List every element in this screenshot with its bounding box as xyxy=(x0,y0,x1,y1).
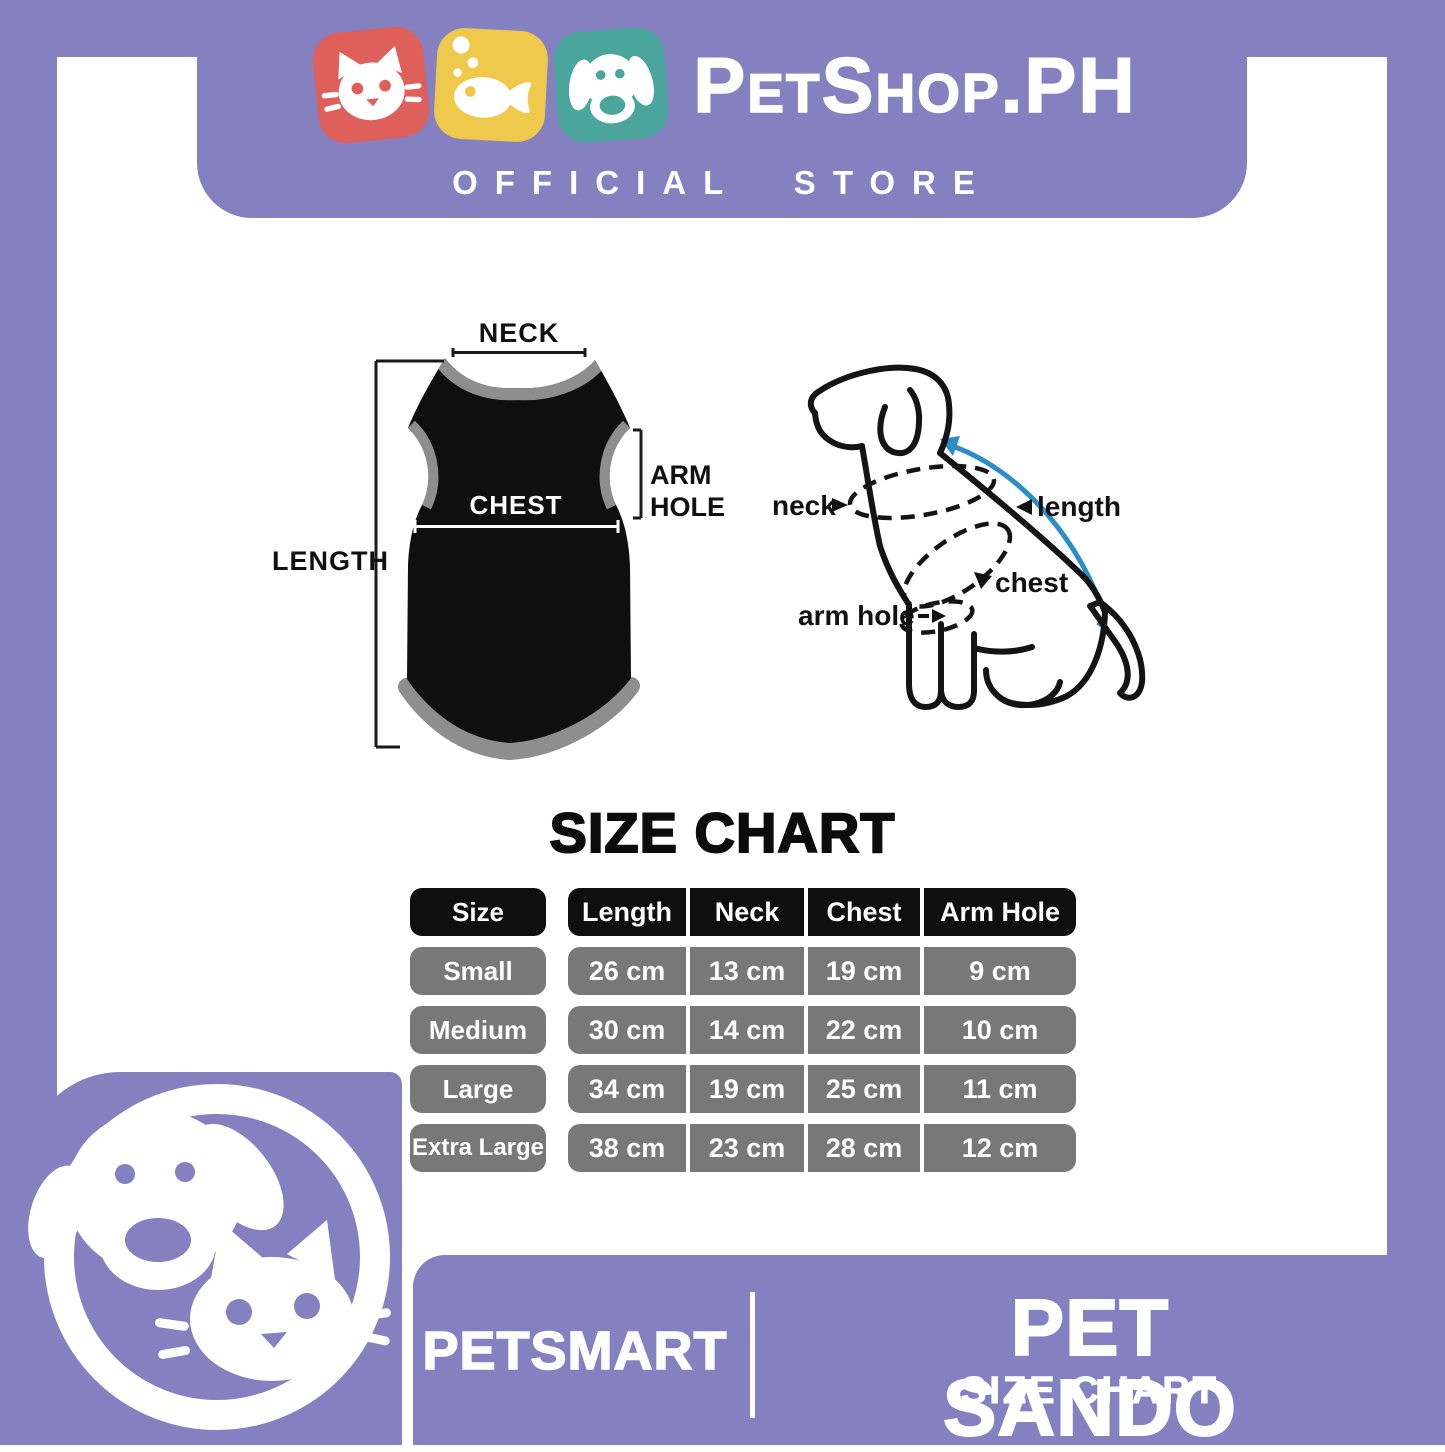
logo-cat-head xyxy=(155,1220,391,1381)
footer-divider xyxy=(750,1292,755,1418)
sando-length-label: LENGTH xyxy=(272,546,389,576)
table-cell: 14 cm xyxy=(690,1006,804,1054)
table-row: Extra Large 38 cm 23 cm 28 cm 12 cm xyxy=(410,1124,1076,1172)
col-header-arm-hole: Arm Hole xyxy=(924,888,1076,936)
dog-length-label: length xyxy=(1037,491,1121,522)
cat-icon xyxy=(313,26,430,144)
footer-brand: PETSMART xyxy=(422,1320,728,1382)
table-cell: 26 cm xyxy=(568,947,686,995)
logo-dog-head xyxy=(28,1110,284,1290)
sando-hole-label: HOLE xyxy=(650,492,725,522)
col-header-length: Length xyxy=(568,888,686,936)
table-cell: 12 cm xyxy=(924,1124,1076,1172)
table-cell: 30 cm xyxy=(568,1006,686,1054)
table-cell: 9 cm xyxy=(924,947,1076,995)
footer-product-title: PET SANDO xyxy=(942,1283,1237,1452)
table-cell: 38 cm xyxy=(568,1124,686,1172)
footer xyxy=(413,1255,1445,1445)
table-cell: 19 cm xyxy=(690,1065,804,1113)
footer-caption: SIZE CHART xyxy=(961,1370,1219,1413)
brand-title: PetShop.PH xyxy=(692,41,1137,129)
size-chart-title: SIZE CHART xyxy=(549,800,896,865)
table-cell: 22 cm xyxy=(808,1006,920,1054)
frame-right xyxy=(1387,0,1445,1445)
corner-logo xyxy=(25,1072,402,1445)
dog-neck-label: neck xyxy=(772,490,836,521)
table-cell: Extra Large xyxy=(410,1124,546,1172)
dog-measure-diagram: neck length chest arm hole xyxy=(772,364,1146,710)
header: PetShop.PH OFFICIAL STORE xyxy=(197,0,1247,218)
sando-chest-label: CHEST xyxy=(469,490,562,520)
dog-cat-logo xyxy=(28,1084,391,1430)
sando-arm-label: ARM xyxy=(650,460,712,490)
table-cell: 25 cm xyxy=(808,1065,920,1113)
sando-diagram: NECK LENGTH ARM HOLE CHEST xyxy=(272,318,725,761)
fish-icon xyxy=(434,28,549,142)
col-header-size: Size xyxy=(410,888,546,936)
dog-icon xyxy=(553,27,669,143)
dog-chest-label: chest xyxy=(995,567,1068,598)
table-row: Medium 30 cm 14 cm 22 cm 10 cm xyxy=(410,1006,1076,1054)
table-row: Small 26 cm 13 cm 19 cm 9 cm xyxy=(410,947,1076,995)
col-header-chest: Chest xyxy=(808,888,920,936)
brand-row: PetShop.PH xyxy=(307,20,1137,150)
table-row: Large 34 cm 19 cm 25 cm 11 cm xyxy=(410,1065,1076,1113)
table-header-row: Size Length Neck Chest Arm Hole xyxy=(410,888,1076,936)
size-chart-table: Size Length Neck Chest Arm Hole Small 26… xyxy=(410,888,1076,1183)
table-cell: 11 cm xyxy=(924,1065,1076,1113)
sando-neck-label: NECK xyxy=(479,318,560,348)
table-cell: 23 cm xyxy=(690,1124,804,1172)
col-header-neck: Neck xyxy=(690,888,804,936)
brand-icons xyxy=(307,20,675,150)
table-cell: 28 cm xyxy=(808,1124,920,1172)
table-cell: 19 cm xyxy=(808,947,920,995)
table-cell: 34 cm xyxy=(568,1065,686,1113)
brand-subtitle: OFFICIAL STORE xyxy=(452,164,992,201)
table-cell: 13 cm xyxy=(690,947,804,995)
dog-arm-hole-label: arm hole xyxy=(798,600,915,631)
table-cell: Medium xyxy=(410,1006,546,1054)
table-cell: 10 cm xyxy=(924,1006,1076,1054)
table-cell: Large xyxy=(410,1065,546,1113)
table-cell: Small xyxy=(410,947,546,995)
